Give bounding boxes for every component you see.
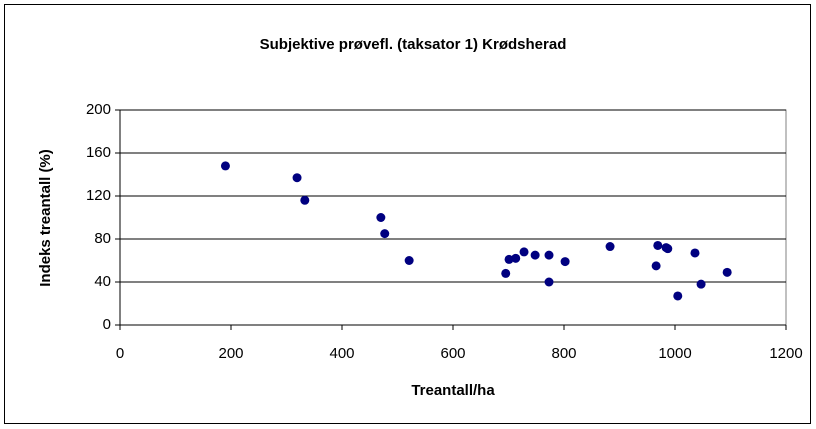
point <box>376 213 386 222</box>
point <box>673 291 683 301</box>
point <box>501 268 511 278</box>
point <box>300 195 310 205</box>
x-tick-label: 400 <box>329 345 354 362</box>
y-axis-label: Indeks treantall (%) <box>37 149 54 287</box>
point <box>504 254 514 264</box>
point <box>530 250 540 260</box>
plot-area <box>119 109 787 326</box>
point <box>653 240 663 250</box>
point <box>722 267 732 277</box>
y-tick-label: 160 <box>86 144 111 161</box>
point <box>663 244 673 254</box>
point <box>292 173 302 183</box>
y-tick-label: 40 <box>94 273 111 290</box>
y-tick-label: 120 <box>86 187 111 204</box>
point <box>544 277 554 287</box>
point <box>605 242 615 252</box>
point <box>560 257 570 267</box>
point <box>380 229 390 239</box>
point <box>544 250 554 260</box>
point <box>690 248 700 258</box>
x-tick-label: 1000 <box>658 345 691 362</box>
point <box>696 279 706 289</box>
y-tick-label: 200 <box>86 101 111 118</box>
x-axis-label: Treantall/ha <box>411 382 495 399</box>
x-tick-label: 800 <box>551 345 576 362</box>
point <box>651 261 661 271</box>
point <box>511 253 521 263</box>
x-tick-label: 200 <box>218 345 243 362</box>
x-tick-label: 0 <box>116 345 124 362</box>
chart-title: Subjektive prøvefl. (taksator 1) Krødshe… <box>260 36 567 53</box>
y-tick-label: 0 <box>103 316 111 333</box>
y-tick-label: 80 <box>94 230 111 247</box>
x-tick-label: 600 <box>440 345 465 362</box>
point <box>220 161 230 171</box>
point <box>519 247 529 257</box>
point <box>404 256 414 265</box>
x-tick-label: 1200 <box>769 345 802 362</box>
